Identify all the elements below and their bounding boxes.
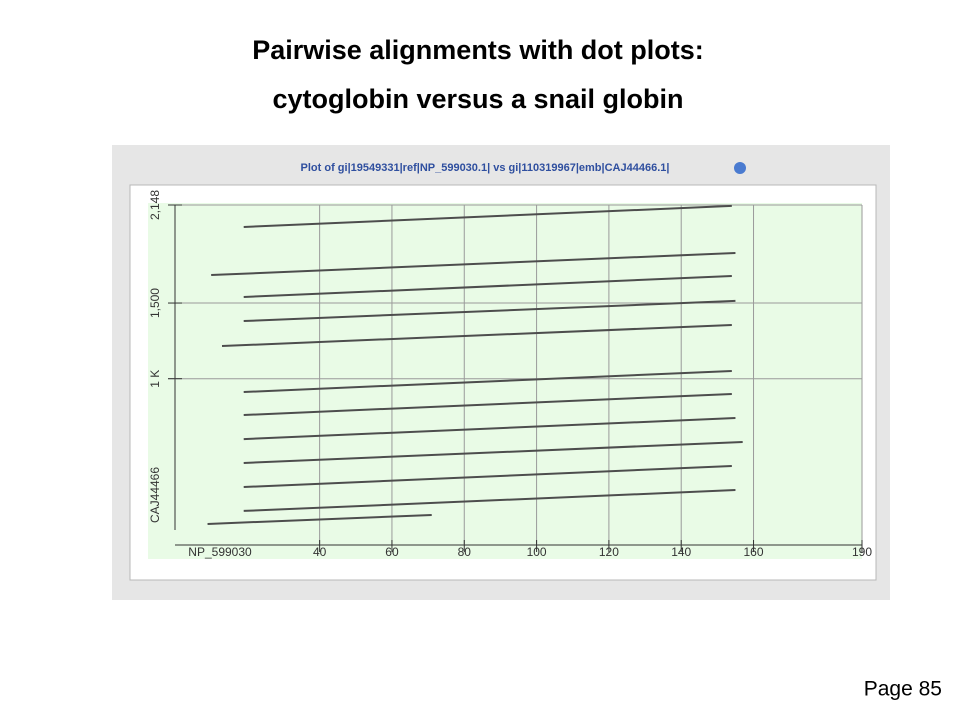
y-tick-label: 1 K bbox=[148, 370, 162, 388]
alignment-segment bbox=[243, 392, 732, 417]
alignment-segment bbox=[243, 299, 736, 323]
alignment-segment bbox=[221, 323, 732, 348]
x-tick-label: 160 bbox=[744, 545, 764, 559]
help-icon[interactable] bbox=[734, 162, 746, 174]
x-tick-label: 40 bbox=[313, 545, 327, 559]
y-axis-label: CAJ44466 bbox=[148, 467, 162, 523]
plot-title: Plot of gi|19549331|ref|NP_599030.1| vs … bbox=[301, 162, 670, 174]
x-tick-label: 140 bbox=[671, 545, 691, 559]
alignment-segment bbox=[243, 489, 736, 512]
x-tick-label: 80 bbox=[458, 545, 472, 559]
alignment-segment bbox=[243, 204, 732, 228]
alignment-segment bbox=[243, 369, 732, 394]
x-tick-label: 60 bbox=[385, 545, 399, 559]
x-tick-label: 100 bbox=[527, 545, 547, 559]
y-tick-label: 2,148 bbox=[148, 190, 162, 220]
x-tick-label: 120 bbox=[599, 545, 619, 559]
alignment-segment bbox=[207, 514, 432, 525]
alignment-segment bbox=[243, 440, 743, 464]
x-tick-label: 190 bbox=[852, 545, 872, 559]
slide-title: cytoglobin versus a snail globin bbox=[272, 84, 683, 114]
alignment-segment bbox=[243, 274, 732, 298]
alignment-segment bbox=[243, 464, 732, 489]
slide-title: Pairwise alignments with dot plots: bbox=[252, 35, 704, 65]
alignment-segment bbox=[243, 417, 736, 441]
page-number: Page 85 bbox=[864, 678, 942, 701]
y-tick-label: 1,500 bbox=[148, 288, 162, 318]
alignment-segment bbox=[211, 251, 736, 277]
x-axis-label: NP_599030 bbox=[188, 545, 252, 559]
